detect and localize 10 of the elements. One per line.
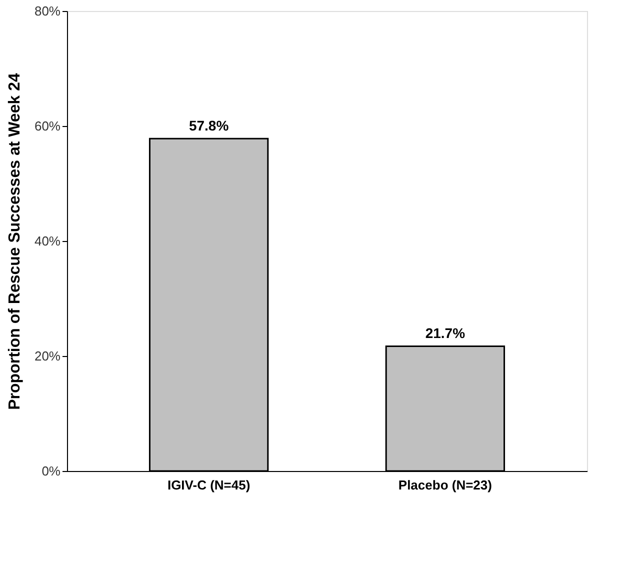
y-tick-label: 40% xyxy=(34,234,61,248)
y-tick-label: 60% xyxy=(34,118,61,134)
y-tick-label: 80% xyxy=(34,4,61,18)
data-label: 21.7% xyxy=(425,325,466,342)
y-tick-label: 20% xyxy=(34,348,61,364)
y-axis-title: Proportion of Rescue Successes at Week 24 xyxy=(6,73,24,410)
y-tick-label: 0% xyxy=(42,464,61,478)
x-tick-label: IGIV-C (N=45) xyxy=(167,478,250,492)
x-tick-label: Placebo (N=23) xyxy=(398,478,492,492)
data-label: 57.8% xyxy=(188,118,230,134)
